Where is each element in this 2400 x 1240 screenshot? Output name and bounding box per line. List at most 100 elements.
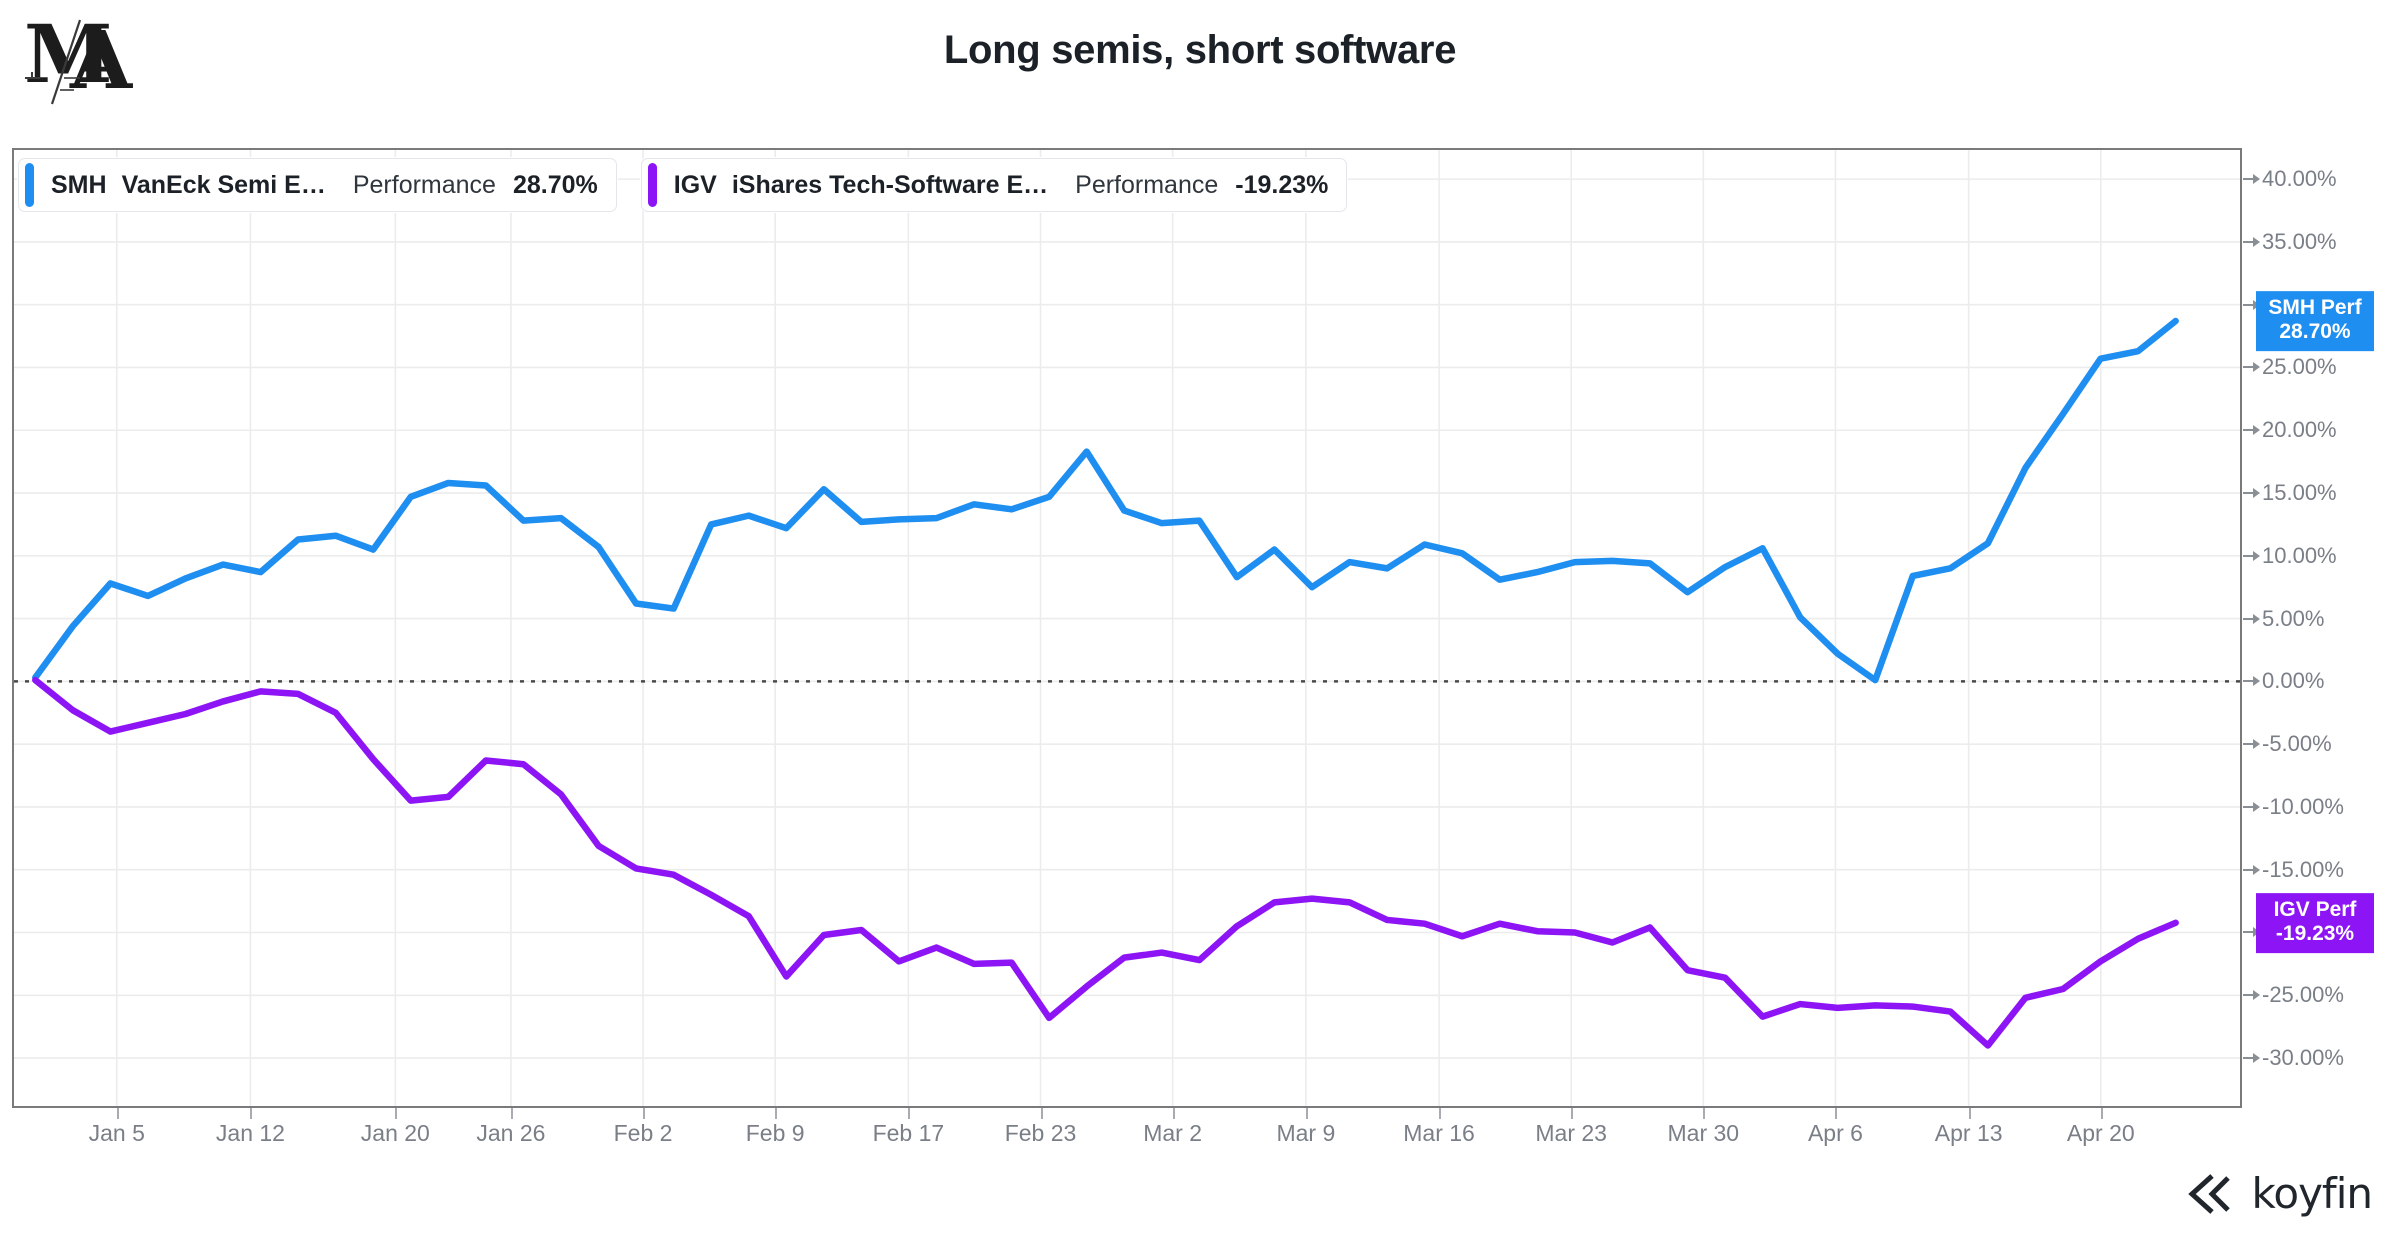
x-axis-tick bbox=[1172, 1108, 1175, 1119]
y-axis-label: 5.00% bbox=[2262, 605, 2325, 631]
x-axis-tick bbox=[2100, 1108, 2103, 1119]
value-badge-smh: SMH Perf 28.70% bbox=[2256, 291, 2374, 351]
x-axis-tick bbox=[116, 1108, 119, 1119]
x-axis-label: Jan 12 bbox=[215, 1120, 285, 1146]
x-axis-label: Feb 23 bbox=[1004, 1120, 1077, 1146]
x-axis-label: Feb 9 bbox=[745, 1120, 805, 1146]
y-axis-label: 25.00% bbox=[2262, 354, 2337, 380]
y-axis-tick-arrow bbox=[2253, 362, 2260, 373]
value-badge-igv: IGV Perf -19.23% bbox=[2256, 892, 2374, 953]
y-axis-label: 40.00% bbox=[2262, 166, 2337, 192]
y-axis-label: 0.00% bbox=[2262, 668, 2325, 694]
y-axis-tick-arrow bbox=[2253, 739, 2260, 750]
y-axis-tick bbox=[2243, 931, 2257, 934]
legend-metric-smh: Performance bbox=[352, 170, 496, 199]
chart-plot-area[interactable] bbox=[12, 148, 2242, 1108]
y-axis-tick-arrow bbox=[2253, 676, 2260, 687]
x-axis-label: Mar 30 bbox=[1667, 1120, 1740, 1146]
legend-color-swatch-smh bbox=[25, 163, 34, 207]
y-axis-tick bbox=[2243, 178, 2257, 181]
y-axis-tick-arrow bbox=[2253, 425, 2260, 436]
x-axis-tick bbox=[1703, 1108, 1706, 1119]
y-axis-label: -25.00% bbox=[2262, 982, 2344, 1008]
y-axis-label: 35.00% bbox=[2262, 228, 2337, 254]
y-axis-tick-arrow bbox=[2253, 801, 2260, 812]
x-axis-tick bbox=[510, 1108, 513, 1119]
y-axis-label: 20.00% bbox=[2262, 417, 2337, 443]
value-badge-label: SMH Perf bbox=[2268, 296, 2362, 320]
value-badge-value: 28.70% bbox=[2279, 320, 2351, 344]
x-axis-tick bbox=[1439, 1108, 1442, 1119]
koyfin-logo: koyfin bbox=[2184, 1169, 2373, 1218]
x-axis-tick bbox=[643, 1108, 646, 1119]
y-axis-tick-arrow bbox=[2253, 1053, 2260, 1064]
y-axis-tick-arrow bbox=[2253, 550, 2260, 561]
x-axis-label: Feb 2 bbox=[613, 1120, 673, 1146]
legend-item-igv[interactable]: IGV iShares Tech-Software E… Performance… bbox=[640, 158, 1348, 212]
x-axis-label: Feb 17 bbox=[872, 1120, 945, 1146]
y-axis-tick-arrow bbox=[2253, 488, 2260, 499]
y-axis-tick-arrow bbox=[2253, 613, 2260, 624]
ma-monogram-logo: M A bbox=[22, 7, 142, 116]
x-axis-tick bbox=[1571, 1108, 1574, 1119]
y-axis-tick bbox=[2243, 994, 2257, 997]
page-title: Long semis, short software bbox=[943, 28, 1457, 72]
gridlines bbox=[14, 150, 2240, 1106]
y-axis-tick-arrow bbox=[2253, 990, 2260, 1001]
legend-name-igv: iShares Tech-Software E… bbox=[731, 170, 1049, 199]
x-axis-label: Mar 23 bbox=[1535, 1120, 1607, 1146]
y-axis-tick bbox=[2243, 743, 2257, 746]
y-axis-label: 15.00% bbox=[2262, 480, 2337, 506]
y-axis-label: -15.00% bbox=[2262, 856, 2344, 882]
legend-metric-igv: Performance bbox=[1075, 170, 1219, 199]
y-axis-tick-arrow bbox=[2253, 864, 2260, 875]
y-axis-tick bbox=[2243, 554, 2257, 557]
koyfin-wordmark: koyfin bbox=[2251, 1169, 2373, 1218]
y-axis-tick bbox=[2243, 240, 2257, 243]
y-axis-tick-arrow bbox=[2253, 236, 2260, 247]
x-axis-label: Apr 6 bbox=[1807, 1120, 1863, 1146]
x-axis-label: Jan 26 bbox=[476, 1120, 546, 1146]
x-axis-label: Mar 16 bbox=[1403, 1120, 1475, 1146]
x-axis-label: Apr 20 bbox=[2066, 1120, 2135, 1146]
x-axis-tick bbox=[1305, 1108, 1308, 1119]
x-axis-tick bbox=[395, 1108, 398, 1119]
series-line-smh bbox=[32, 317, 2179, 684]
y-axis-label: -5.00% bbox=[2262, 731, 2332, 757]
series-line-igv bbox=[32, 676, 2179, 1049]
y-axis-tick bbox=[2243, 366, 2257, 369]
value-badge-label: IGV Perf bbox=[2273, 897, 2357, 921]
x-axis-label: Jan 20 bbox=[360, 1120, 430, 1146]
y-axis-label: -30.00% bbox=[2262, 1045, 2344, 1071]
legend-color-swatch-igv bbox=[647, 163, 657, 207]
y-axis-label: 10.00% bbox=[2262, 542, 2337, 568]
y-axis-tick bbox=[2243, 868, 2257, 871]
x-axis-tick bbox=[1835, 1108, 1838, 1119]
x-axis-tick bbox=[250, 1108, 253, 1119]
y-axis-tick bbox=[2243, 680, 2257, 683]
legend-value-smh: 28.70% bbox=[512, 170, 598, 199]
y-axis-tick bbox=[2243, 1057, 2257, 1060]
svg-text:A: A bbox=[69, 13, 133, 107]
legend-ticker-igv: IGV bbox=[673, 170, 717, 199]
x-axis-tick bbox=[908, 1108, 911, 1119]
series-lines bbox=[32, 317, 2179, 1049]
y-axis-label: -10.00% bbox=[2262, 793, 2344, 819]
y-axis-tick bbox=[2243, 805, 2257, 808]
chart-legend: SMH VanEck Semi E… Performance 28.70% IG… bbox=[18, 158, 1348, 212]
x-axis-tick bbox=[775, 1108, 778, 1119]
legend-name-smh: VanEck Semi E… bbox=[121, 170, 326, 199]
x-axis-label: Mar 2 bbox=[1143, 1120, 1203, 1146]
x-axis-tick bbox=[1968, 1108, 1971, 1119]
legend-ticker-smh: SMH bbox=[51, 170, 107, 199]
legend-value-igv: -19.23% bbox=[1235, 170, 1329, 199]
value-badge-value: -19.23% bbox=[2275, 922, 2355, 946]
legend-item-smh[interactable]: SMH VanEck Semi E… Performance 28.70% bbox=[18, 158, 617, 212]
x-axis-label: Mar 9 bbox=[1276, 1120, 1336, 1146]
x-axis-label: Apr 13 bbox=[1934, 1120, 2003, 1146]
x-axis-tick bbox=[1040, 1108, 1043, 1119]
y-axis-tick bbox=[2243, 492, 2257, 495]
y-axis-tick bbox=[2243, 303, 2257, 306]
x-axis-label: Jan 5 bbox=[88, 1120, 145, 1146]
